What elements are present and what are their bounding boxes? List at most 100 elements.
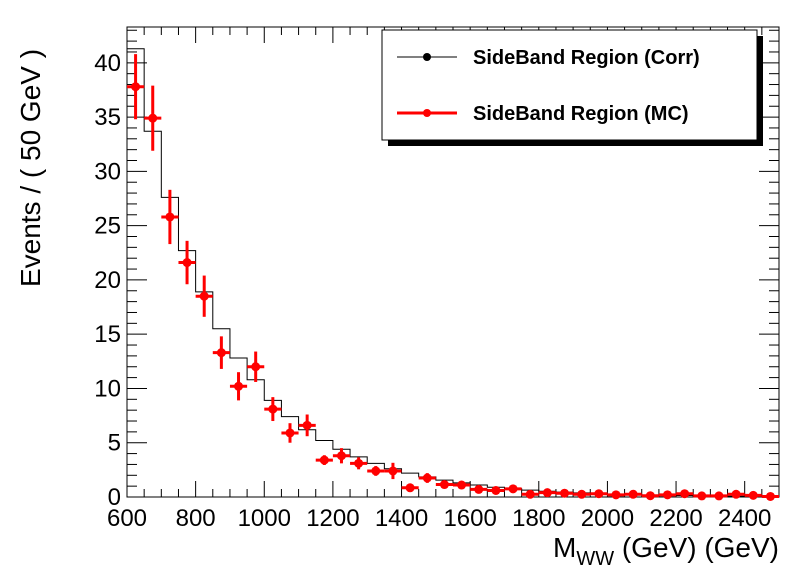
x-tick-label: 600 [107,505,147,532]
y-axis-title: Events / ( 50 GeV ) [15,49,46,287]
point-marker [765,491,775,501]
point-marker [234,381,244,391]
data-point [367,466,385,476]
series-points-mc [127,54,779,501]
legend-box [381,29,758,141]
point-marker [577,489,587,499]
x-tick-label: 1000 [238,505,291,532]
data-point [487,485,505,495]
legend-corr-marker [423,53,431,61]
point-marker [491,485,501,495]
point-marker [662,490,672,500]
data-point [590,489,608,499]
legend: SideBand Region (Corr) SideBand Region (… [381,29,763,146]
data-point [195,275,213,317]
y-tick-label: 35 [94,104,121,131]
point-marker [748,490,758,500]
point-marker [680,489,690,499]
point-marker [302,420,312,430]
data-point [573,489,591,499]
point-marker [560,488,570,498]
y-tick-label: 5 [108,430,121,457]
y-tick-label: 15 [94,321,121,348]
point-marker [131,82,141,92]
y-tick-label: 25 [94,213,121,240]
point-marker [611,490,621,500]
point-marker [645,491,655,501]
point-marker [508,484,518,494]
data-point [229,372,248,401]
point-marker [542,488,552,498]
point-marker [199,291,209,301]
data-point [607,490,625,500]
data-point [401,483,419,493]
data-point [212,336,230,369]
y-tick-label: 40 [94,50,121,77]
x-tick-label: 2200 [649,505,702,532]
x-axis-title: MWW (GeV) (GeV) [553,532,779,570]
point-marker [457,480,467,490]
data-point [504,484,522,494]
point-marker [285,428,295,438]
x-tick-label: 1600 [443,505,496,532]
y-tick-label: 20 [94,267,121,294]
data-point [144,85,162,151]
y-tick-label: 0 [108,484,121,511]
data-point [693,491,711,501]
point-marker [336,451,346,461]
point-marker [697,491,707,501]
point-marker [474,484,484,494]
data-point [384,462,402,480]
point-marker [594,489,604,499]
x-tick-labels: 600 800 1000 1200 1400 1600 1800 2000 2200 2400 [107,505,771,532]
point-marker [182,258,192,268]
data-point [744,490,762,500]
legend-mc-marker [423,109,431,117]
data-point [247,351,265,382]
x-tick-label: 1400 [375,505,428,532]
x-tick-label: 800 [176,505,216,532]
x-tick-label: 1800 [512,505,565,532]
data-point [555,488,574,498]
data-point [418,473,436,483]
point-marker [439,480,449,490]
point-marker [405,483,415,493]
data-point [298,414,316,437]
point-marker [731,489,741,499]
data-point [332,448,351,464]
point-marker [251,362,261,372]
point-marker [714,491,724,501]
data-point [538,488,556,498]
point-marker [165,212,175,222]
x-tick-label: 2400 [718,505,771,532]
data-point [178,240,196,285]
x-tick-label: 2000 [581,505,634,532]
y-tick-label: 30 [94,158,121,185]
x-tick-label: 1200 [306,505,359,532]
data-point [127,54,145,120]
data-point [641,491,659,501]
data-point [264,397,282,422]
data-point [281,423,299,443]
legend-mc-label: SideBand Region (MC) [473,103,689,125]
data-point [624,489,642,499]
x-axis-title-sub: WW [576,548,614,570]
y-tick-labels: 0 5 10 15 20 25 30 35 40 [94,50,121,511]
data-point [710,491,728,501]
point-marker [216,348,226,358]
point-marker [371,466,381,476]
point-marker [319,455,329,465]
data-point [676,489,694,499]
data-point [453,480,471,490]
data-point [727,489,745,499]
point-marker [525,489,535,499]
point-marker [268,404,278,414]
x-axis-title-rest: (GeV) (GeV) [614,532,779,563]
x-axis-title-main: M [553,532,576,563]
point-marker [148,113,158,123]
data-point [315,455,333,465]
data-point [161,189,179,245]
data-point [470,484,488,494]
data-point [761,491,779,501]
